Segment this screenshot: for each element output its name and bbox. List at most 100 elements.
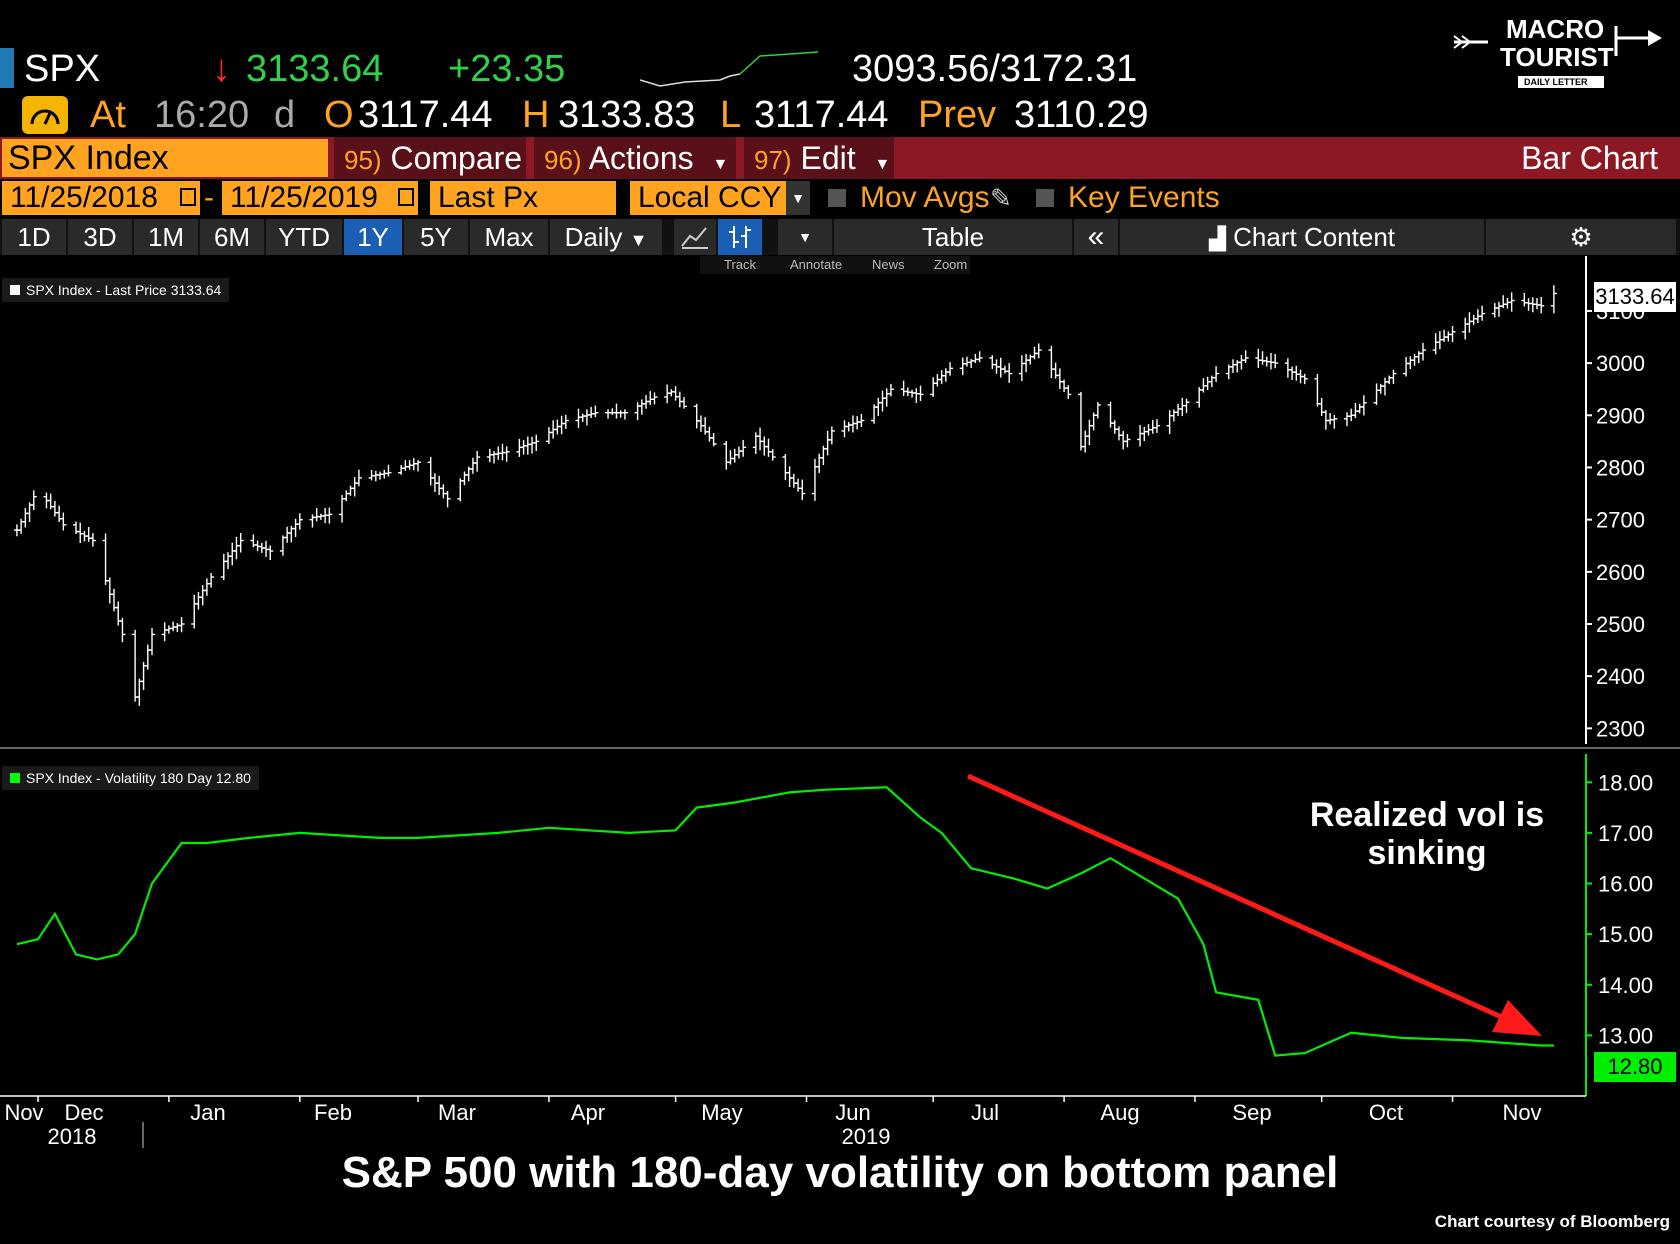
price-bar	[811, 458, 818, 501]
price-bar	[900, 380, 907, 397]
price-bar	[136, 678, 143, 706]
key-events-label[interactable]: Key Events	[1068, 181, 1220, 214]
pencil-icon[interactable]: ✎	[990, 183, 1012, 213]
zoom-tool[interactable]: Zoom	[934, 257, 968, 272]
price-bar	[1027, 354, 1034, 365]
price-bar	[1183, 398, 1190, 414]
calendar-icon[interactable]	[180, 188, 196, 206]
price-bar	[1441, 329, 1448, 342]
price-bar	[1115, 426, 1122, 441]
compare-button[interactable]: 95) Compare	[334, 137, 526, 179]
logo-line3: DAILY LETTER	[1524, 77, 1588, 87]
news-tool[interactable]: News	[872, 257, 905, 272]
price-bar	[1153, 419, 1160, 433]
price-bar	[309, 514, 316, 528]
price-bar	[588, 406, 595, 419]
end-date-field[interactable]: 11/25/2019	[222, 181, 418, 215]
edit-button[interactable]: 97) Edit ▼	[744, 137, 894, 179]
price-bar	[1284, 358, 1291, 378]
price-bar	[634, 402, 641, 421]
price-bar	[617, 410, 624, 418]
period-1d[interactable]: 1D	[2, 219, 66, 255]
line-chart-icon[interactable]	[674, 219, 716, 255]
price-panel: 310030002900280027002600250024002300	[0, 256, 1680, 749]
annotate-tool[interactable]: Annotate	[790, 257, 843, 272]
table-button[interactable]: Table	[834, 219, 1072, 255]
last-price: 3133.64	[246, 48, 384, 90]
mov-avgs-label[interactable]: Mov Avgs	[860, 181, 990, 214]
price-bar	[1550, 285, 1557, 314]
prev-label: Prev	[918, 94, 997, 136]
vol-tick-label: 13.00	[1598, 1023, 1653, 1048]
vol-tick-label: 16.00	[1598, 872, 1653, 897]
price-bar	[621, 409, 628, 420]
price-bar	[279, 535, 286, 556]
at-label: At	[90, 94, 126, 136]
frequency-select[interactable]: Daily ▼	[550, 219, 662, 255]
currency-select[interactable]: Local CCY ▼	[630, 181, 810, 215]
price-bar	[30, 490, 37, 511]
price-bar	[947, 362, 954, 376]
price-tick-label: 2700	[1596, 508, 1645, 533]
price-bar	[296, 513, 303, 530]
quote-line: SPX ↓ 3133.64 +23.35 3093.56/3172.31	[0, 46, 1460, 90]
prev-value: 3110.29	[1014, 94, 1149, 136]
chevron-down-icon: ▼	[786, 181, 810, 215]
price-bar	[959, 357, 966, 376]
x-month-label: Feb	[314, 1100, 352, 1125]
trend-arrow	[966, 773, 1542, 1036]
period-6m[interactable]: 6M	[200, 219, 264, 255]
low-value: 3117.44	[754, 94, 889, 136]
price-bar	[1048, 345, 1055, 379]
start-date-field[interactable]: 11/25/2018	[2, 181, 200, 215]
price-bar	[676, 391, 683, 408]
vol-legend: SPX Index - Volatility 180 Day 12.80	[2, 766, 259, 790]
actions-button[interactable]: 96) Actions ▼	[534, 137, 736, 179]
calendar-icon[interactable]	[398, 188, 414, 206]
chart-style-dropdown[interactable]: ▼	[778, 219, 832, 255]
high-label: H	[522, 94, 550, 136]
bar-chart-icon[interactable]	[718, 219, 762, 255]
price-tick-label: 2400	[1596, 664, 1645, 689]
field-select[interactable]: Last Px	[430, 181, 616, 215]
period-1y[interactable]: 1Y	[344, 219, 402, 255]
security-field[interactable]: SPX Index	[2, 139, 328, 177]
price-bar	[909, 389, 916, 398]
vol-tick-label: 15.00	[1598, 922, 1653, 947]
price-bar	[524, 436, 531, 455]
price-bar	[178, 616, 185, 633]
compare-label: Compare	[390, 140, 523, 176]
mov-avgs-checkbox[interactable]	[828, 189, 846, 207]
price-bar	[1289, 366, 1296, 380]
vol-tick-label: 18.00	[1598, 770, 1653, 795]
period-5y[interactable]: 5Y	[404, 219, 468, 255]
price-last-value: 3133.64	[1595, 284, 1675, 309]
track-tool[interactable]: Track	[724, 257, 757, 272]
price-bar	[1508, 292, 1515, 312]
price-bar	[102, 533, 109, 585]
price-bar	[225, 552, 232, 570]
period-3d[interactable]: 3D	[68, 219, 132, 255]
price-bar	[1386, 375, 1393, 385]
collapse-icon[interactable]: «	[1074, 219, 1118, 255]
period-max[interactable]: Max	[470, 219, 548, 255]
price-bar	[1470, 315, 1477, 325]
price-bar	[343, 490, 350, 502]
end-date-value: 11/25/2019	[230, 181, 378, 214]
price-bar	[769, 449, 776, 461]
price-bar	[968, 358, 975, 369]
price-bar	[1449, 326, 1456, 343]
price-bar	[51, 500, 58, 517]
key-events-checkbox[interactable]	[1036, 189, 1054, 207]
price-bar	[284, 526, 291, 543]
price-bar	[313, 508, 320, 522]
chart-content-button[interactable]: ▟ Chart Content	[1120, 219, 1484, 255]
price-bar	[199, 585, 206, 606]
price-bar	[845, 422, 852, 432]
x-month-label: Nov	[4, 1100, 43, 1125]
gear-icon[interactable]: ⚙	[1486, 219, 1676, 255]
price-bar	[672, 386, 679, 401]
period-ytd[interactable]: YTD	[266, 219, 342, 255]
price-bar	[583, 409, 590, 426]
period-1m[interactable]: 1M	[134, 219, 198, 255]
